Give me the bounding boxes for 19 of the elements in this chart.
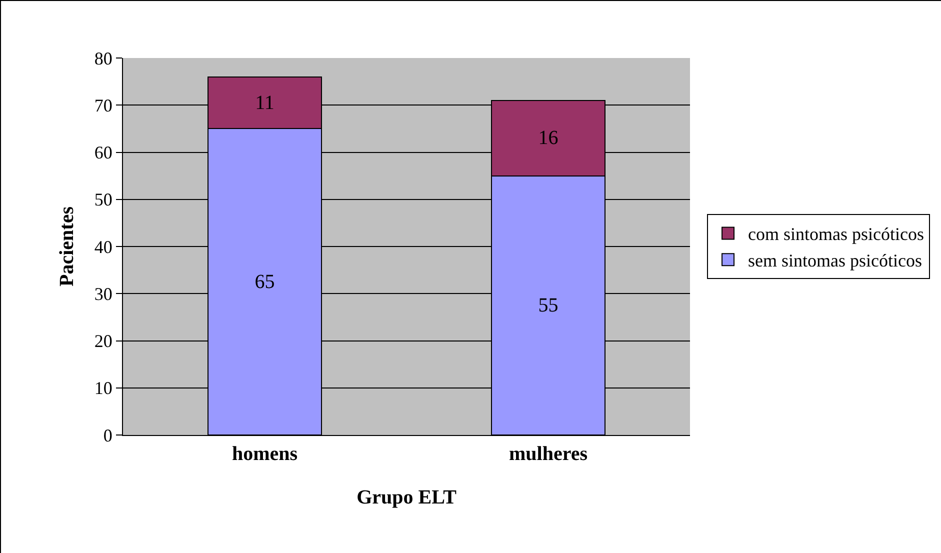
y-tick-label: 0	[103, 425, 112, 446]
data-label: 11	[255, 92, 274, 114]
y-tick-label: 60	[94, 142, 112, 163]
y-tick-label: 70	[94, 95, 112, 116]
y-tick-label: 40	[94, 236, 112, 257]
x-axis-title: Grupo ELT	[356, 486, 458, 508]
x-tick-label: homens	[232, 443, 298, 465]
y-tick-label: 50	[94, 190, 112, 210]
y-axis-title: Pacientes	[56, 206, 78, 286]
data-label: 65	[254, 270, 275, 293]
legend-label: com sintomas psicóticos	[748, 224, 924, 244]
data-label: 16	[538, 127, 558, 150]
y-tick-label: 20	[94, 331, 112, 352]
x-tick-label: mulheres	[508, 443, 588, 465]
legend-label: sem sintomas psicóticos	[748, 250, 922, 271]
y-tick-label: 30	[94, 284, 112, 304]
y-tick-label: 10	[94, 378, 112, 398]
data-label: 55	[538, 294, 558, 316]
y-tick-label: 80	[94, 48, 112, 68]
